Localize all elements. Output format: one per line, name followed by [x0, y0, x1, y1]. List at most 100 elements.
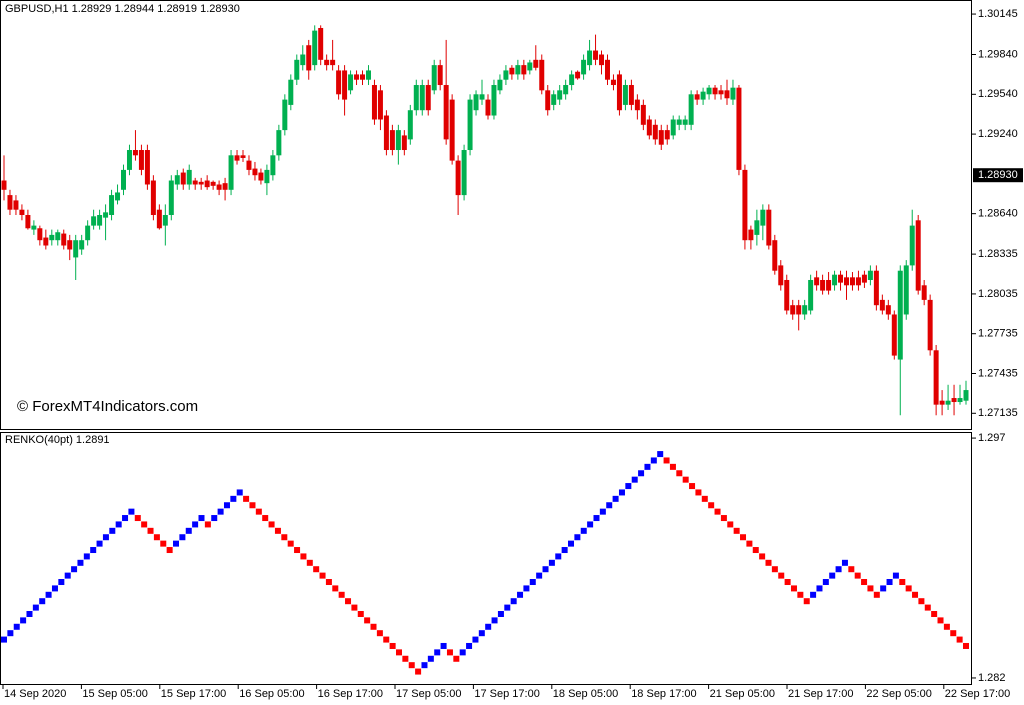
- renko-brick: [618, 489, 625, 496]
- renko-brick: [204, 521, 211, 528]
- candle-body: [258, 172, 264, 181]
- candle-body: [13, 200, 19, 210]
- candle-body: [413, 85, 419, 111]
- renko-brick: [746, 540, 753, 547]
- renko-brick: [173, 540, 180, 547]
- candle-body: [437, 65, 443, 86]
- candle-body: [610, 79, 616, 86]
- renko-brick: [338, 591, 345, 598]
- renko-brick: [230, 495, 237, 502]
- candle-body: [748, 229, 754, 241]
- candle-body: [509, 67, 515, 75]
- candle-body: [7, 195, 13, 210]
- candle-body: [909, 225, 915, 266]
- candle-body: [545, 90, 551, 111]
- renko-brick: [829, 572, 836, 579]
- renko-brick: [300, 553, 307, 560]
- renko-brick: [402, 655, 409, 662]
- candle-body: [138, 150, 144, 170]
- renko-brick: [657, 451, 664, 458]
- candle-body: [730, 87, 736, 100]
- candle-body: [467, 99, 473, 151]
- candle-body: [401, 135, 407, 151]
- y-tick-label: 1.28035: [978, 288, 1018, 300]
- renko-brick: [364, 617, 371, 624]
- candle-body: [91, 216, 97, 226]
- candle-body: [383, 115, 389, 151]
- candle-body: [109, 195, 115, 215]
- renko-brick: [485, 623, 492, 630]
- candle-body: [97, 215, 103, 226]
- candle-body: [885, 305, 891, 315]
- renko-brick: [733, 527, 740, 534]
- candle-body: [634, 99, 640, 111]
- candle-body: [330, 59, 336, 66]
- candle-body: [162, 215, 168, 226]
- renko-brick: [695, 489, 702, 496]
- renko-brick: [778, 572, 785, 579]
- candle-body: [144, 150, 150, 185]
- candle-body: [449, 99, 455, 161]
- renko-brick: [383, 636, 390, 643]
- renko-brick: [612, 495, 619, 502]
- renko-brick: [415, 668, 422, 675]
- renko-brick: [587, 521, 594, 528]
- renko-brick: [466, 642, 473, 649]
- renko-brick: [109, 527, 116, 534]
- candle-body: [802, 305, 808, 315]
- renko-brick: [892, 572, 899, 579]
- candle-body: [240, 155, 246, 158]
- candle-body: [694, 94, 700, 100]
- candle-body: [736, 87, 742, 170]
- candle-body: [371, 85, 377, 120]
- candle-body: [115, 192, 121, 201]
- renko-brick: [765, 559, 772, 566]
- watermark: © ForexMT4Indicators.com: [17, 398, 198, 415]
- candle-body: [473, 94, 479, 111]
- renko-brick: [644, 463, 651, 470]
- renko-brick: [192, 521, 199, 528]
- candle-body: [395, 130, 401, 151]
- renko-brick: [510, 598, 517, 605]
- candle-body: [168, 180, 174, 215]
- y-tick-label: 1.27735: [978, 328, 1018, 340]
- candle-body: [282, 99, 288, 131]
- renko-brick: [179, 534, 186, 541]
- renko-brick: [389, 642, 396, 649]
- renko-brick: [345, 598, 352, 605]
- candle-body: [826, 279, 832, 291]
- candle-body: [174, 175, 180, 185]
- renko-brick: [810, 591, 817, 598]
- candle-body: [712, 87, 718, 95]
- candle-body: [951, 398, 957, 403]
- candle-body: [294, 59, 300, 80]
- renko-brick: [83, 553, 90, 560]
- renko-brick: [912, 591, 919, 598]
- renko-brick: [599, 508, 606, 515]
- candle-body: [766, 209, 772, 246]
- renko-brick: [497, 610, 504, 617]
- candle-body: [575, 71, 581, 79]
- renko-brick: [141, 521, 148, 528]
- candle-body: [652, 124, 658, 140]
- renko-brick: [90, 547, 97, 554]
- renko-brick: [790, 585, 797, 592]
- candle-body: [252, 168, 258, 176]
- renko-brick: [153, 534, 160, 541]
- renko-brick: [45, 591, 52, 598]
- candle-body: [790, 305, 796, 315]
- renko-brick: [20, 617, 27, 624]
- candle-body: [246, 160, 252, 170]
- renko-brick: [606, 502, 613, 509]
- x-tick-label: 18 Sep 05:00: [553, 688, 618, 700]
- candle-body: [861, 274, 867, 283]
- candle-body: [79, 240, 85, 250]
- candle-body: [443, 85, 449, 140]
- renko-brick: [287, 540, 294, 547]
- candle-body: [593, 50, 599, 60]
- renko-brick: [223, 502, 230, 509]
- candle-body: [389, 130, 395, 151]
- renko-brick: [504, 604, 511, 611]
- candle-body: [676, 119, 682, 125]
